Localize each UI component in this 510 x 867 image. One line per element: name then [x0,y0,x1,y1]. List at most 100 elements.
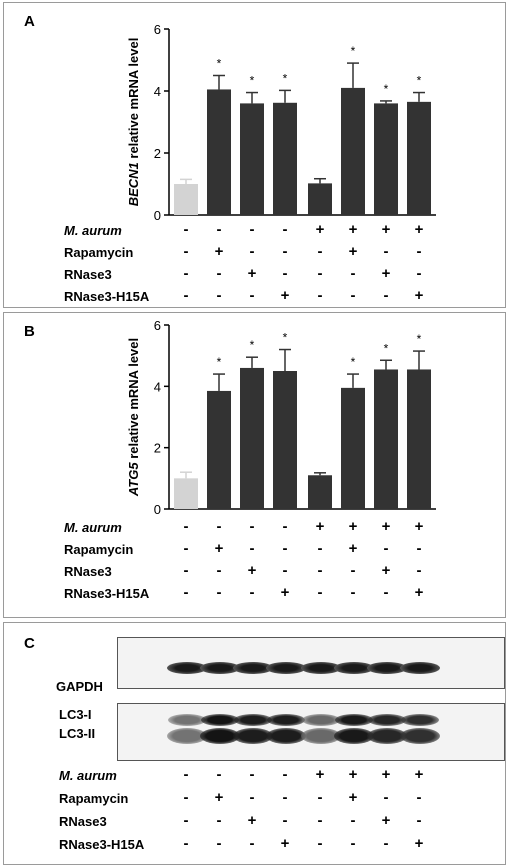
treatment-plus: + [280,584,290,601]
treatment-minus: - [216,812,222,829]
gapdh-band [233,662,273,674]
treatment-label-m-aurum: M. aurum [64,223,122,238]
bar [273,102,297,215]
y-tick-label: 6 [154,22,161,37]
treatment-minus: - [416,789,422,806]
lc3-ii-band [266,728,306,744]
y-axis-label: ATG5 relative mRNA level [126,338,141,497]
significance-marker: * [384,82,389,96]
bar [240,103,264,215]
treatment-plus: + [381,221,391,238]
treatment-plus: + [280,287,290,304]
y-tick-label: 4 [154,379,161,394]
treatment-minus: - [216,835,222,852]
treatment-minus: - [216,221,222,238]
treatment-minus: - [216,518,222,535]
significance-marker: * [250,338,255,352]
treatment-minus: - [249,287,255,304]
bar [407,101,431,215]
treatment-label-rnase3-h15a: RNase3-H15A [64,289,150,304]
bar [308,475,332,509]
lc3-i-band [368,714,406,726]
panel-c: C GAPDH LC3-I LC3-II M. aurum - - - - + + + + Rap… [3,622,506,865]
significance-marker: * [250,74,255,88]
treatment-minus: - [317,540,323,557]
treatment-minus: - [216,766,222,783]
lc3-i-label: LC3-I [59,707,92,722]
treatment-minus: - [317,562,323,579]
treatment-plus: + [381,265,391,282]
bar [207,89,231,215]
treatment-minus: - [282,540,288,557]
treatment-minus: - [317,265,323,282]
gapdh-band [167,662,207,674]
treatment-minus: - [416,812,422,829]
treatment-minus: - [350,584,356,601]
treatment-minus: - [383,287,389,304]
treatment-minus: - [416,265,422,282]
lc3-i-band [335,714,373,726]
bar [341,387,365,509]
y-axis-gene-name: BECN1 [126,162,141,206]
lc3-ii-band [301,728,341,744]
treatment-plus: + [214,540,224,557]
treatment-minus: - [282,518,288,535]
treatment-minus: - [350,562,356,579]
significance-marker: * [417,332,422,346]
treatment-plus: + [315,221,325,238]
y-axis-gene-name: ATG5 [126,462,141,497]
treatment-label-m-aurum: M. aurum [64,520,122,535]
treatment-minus: - [183,584,189,601]
gapdh-blot [117,637,505,689]
panel-label-c: C [24,635,35,652]
gapdh-band [367,662,407,674]
treatment-plus: + [414,221,424,238]
treatment-plus: + [348,243,358,260]
significance-marker: * [417,74,422,88]
treatment-minus: - [416,540,422,557]
treatment-minus: - [249,789,255,806]
treatment-label-rnase3-h15a: RNase3-H15A [64,586,150,601]
treatment-plus: + [214,789,224,806]
lc3-ii-band [367,728,407,744]
treatment-plus: + [214,243,224,260]
treatment-minus: - [383,584,389,601]
treatment-minus: - [282,243,288,260]
treatment-minus: - [183,287,189,304]
bar [240,367,264,509]
treatment-plus: + [381,562,391,579]
lc3-i-band [168,714,206,726]
treatment-plus: + [414,766,424,783]
treatment-minus: - [183,265,189,282]
treatment-minus: - [249,766,255,783]
panel-label-b: B [24,323,35,340]
treatment-minus: - [416,562,422,579]
lc3-ii-band [400,728,440,744]
treatment-minus: - [249,221,255,238]
atg5-bar-chart: 0 2 4 6 ATG5 relative mRNA level * * * * * * [126,318,436,517]
treatment-minus: - [317,243,323,260]
lc3-ii-band [200,728,240,744]
bar [174,478,198,509]
treatment-label-rnase3-h15a: RNase3-H15A [59,837,145,852]
lc3-ii-band [167,728,207,744]
y-axis-label-text: relative mRNA level [126,338,141,463]
treatment-minus: - [383,540,389,557]
bar [407,369,431,509]
bar [374,369,398,509]
gapdh-label: GAPDH [56,679,103,694]
gapdh-band [334,662,374,674]
treatment-plus: + [381,518,391,535]
treatment-plus: + [414,518,424,535]
y-axis-label: BECN1 relative mRNA level [126,38,141,207]
panel-label-a: A [24,13,35,30]
treatment-label-rnase3: RNase3 [64,267,112,282]
treatment-plus: + [348,540,358,557]
treatment-minus: - [216,265,222,282]
treatment-minus: - [282,766,288,783]
bar [374,103,398,215]
treatment-minus: - [183,221,189,238]
lc3-i-band [234,714,272,726]
treatment-plus: + [414,584,424,601]
y-tick-label: 2 [154,441,161,456]
